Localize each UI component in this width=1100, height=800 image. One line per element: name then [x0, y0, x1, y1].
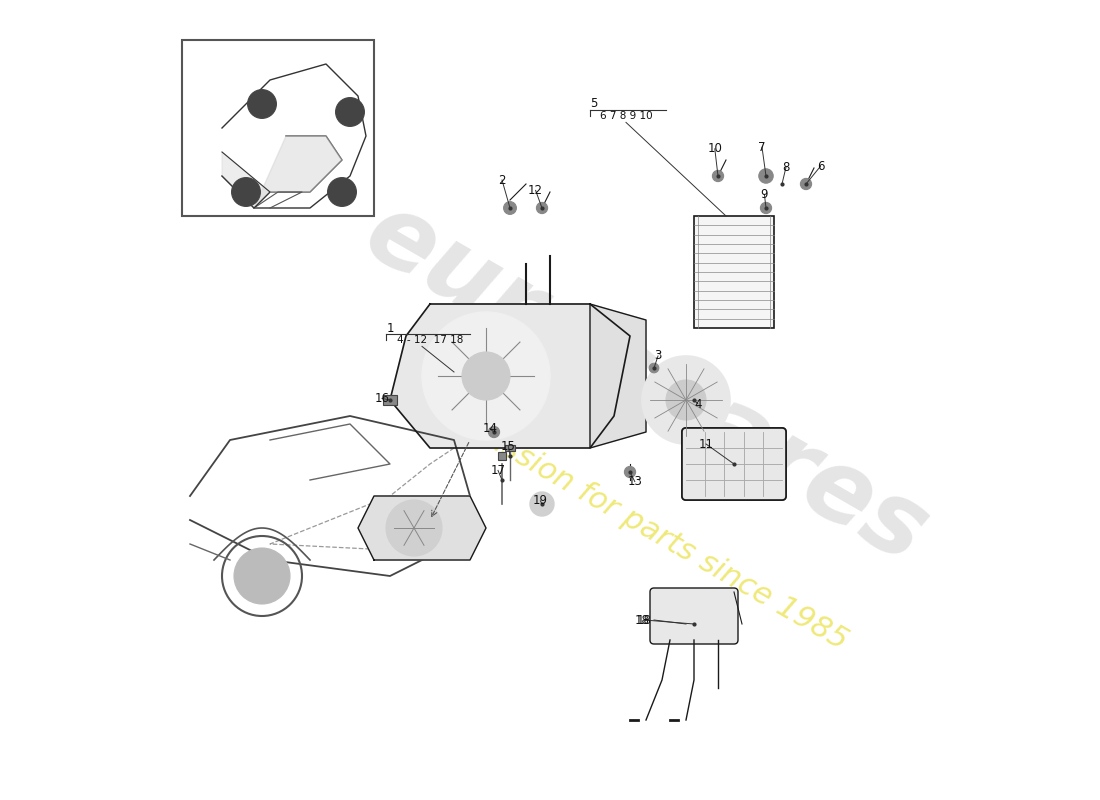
Bar: [383, 395, 397, 405]
Circle shape: [713, 170, 724, 182]
Polygon shape: [358, 496, 486, 560]
Text: 6 7 8 9 10: 6 7 8 9 10: [600, 111, 652, 121]
Text: 6: 6: [816, 160, 824, 173]
Polygon shape: [222, 152, 270, 208]
Circle shape: [336, 98, 364, 126]
Circle shape: [232, 178, 261, 206]
Text: a passion for parts since 1985: a passion for parts since 1985: [439, 400, 852, 656]
Text: 3: 3: [654, 350, 662, 362]
Circle shape: [422, 312, 550, 440]
Circle shape: [801, 178, 812, 190]
Text: 18: 18: [637, 614, 652, 626]
Text: 14: 14: [483, 422, 497, 435]
Circle shape: [530, 492, 554, 516]
Circle shape: [666, 380, 706, 420]
Bar: [182, 40, 374, 216]
Text: 4 - 12  17 18: 4 - 12 17 18: [397, 335, 463, 345]
Text: 15: 15: [500, 440, 516, 453]
Circle shape: [759, 169, 773, 183]
Circle shape: [760, 202, 771, 214]
Text: 10: 10: [707, 142, 723, 155]
Text: 11: 11: [698, 438, 714, 450]
Circle shape: [537, 202, 548, 214]
Text: 19: 19: [532, 494, 548, 507]
Bar: [505, 445, 515, 451]
Text: 16: 16: [374, 392, 389, 405]
Circle shape: [386, 500, 442, 556]
Circle shape: [462, 352, 510, 400]
Polygon shape: [590, 304, 646, 448]
Text: 2: 2: [498, 174, 506, 186]
Polygon shape: [390, 304, 630, 448]
Text: 1: 1: [386, 322, 394, 334]
Text: 5: 5: [591, 97, 597, 110]
Text: 8: 8: [782, 161, 790, 174]
Circle shape: [328, 178, 356, 206]
Text: 9: 9: [761, 188, 768, 201]
Bar: [694, 216, 774, 328]
Text: 12: 12: [528, 184, 543, 197]
Circle shape: [642, 356, 730, 444]
Circle shape: [234, 548, 290, 604]
Circle shape: [488, 426, 499, 438]
Text: eurospares: eurospares: [348, 184, 944, 584]
Text: 18: 18: [635, 614, 649, 626]
Polygon shape: [254, 136, 342, 208]
Circle shape: [649, 363, 659, 373]
Circle shape: [625, 466, 636, 478]
FancyBboxPatch shape: [650, 588, 738, 644]
Text: 17: 17: [491, 464, 506, 477]
Circle shape: [504, 202, 516, 214]
Text: 4: 4: [694, 398, 702, 410]
FancyBboxPatch shape: [682, 428, 786, 500]
FancyBboxPatch shape: [682, 428, 786, 500]
Bar: [498, 452, 506, 460]
Text: 13: 13: [627, 475, 642, 488]
Text: 7: 7: [758, 141, 766, 154]
Circle shape: [248, 90, 276, 118]
